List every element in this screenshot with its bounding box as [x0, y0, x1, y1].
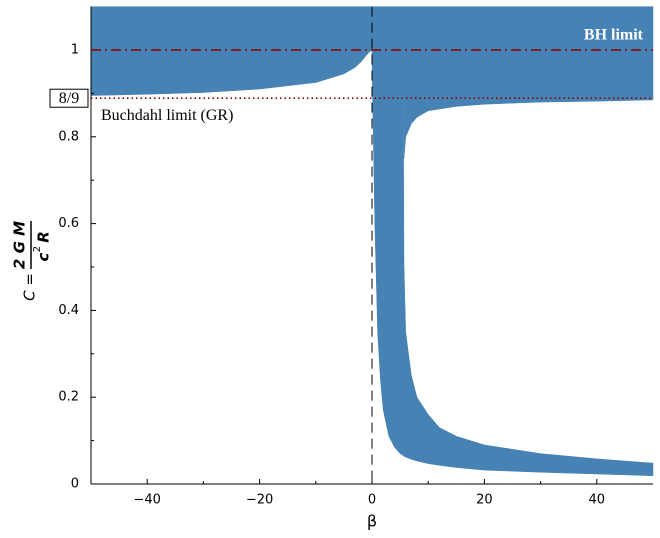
limit-tick-label: 8/9	[59, 90, 79, 107]
y-label-denominator: c	[35, 252, 53, 261]
y-axis-label: C = 2 G M c 2 R	[11, 221, 53, 301]
y-tick-label: 1	[71, 43, 79, 58]
band-fill	[90, 6, 373, 96]
x-tick-label: −40	[133, 493, 160, 508]
x-tick-label: 0	[368, 493, 376, 508]
x-tick-label: 20	[476, 493, 493, 508]
y-tick-label: 0.8	[58, 129, 79, 144]
y-label-lhs: C =	[21, 273, 39, 301]
y-label-power: 2	[32, 246, 43, 252]
limit-label: BH limit	[584, 27, 644, 44]
y-tick-label: 0.2	[58, 390, 79, 405]
band-fill	[371, 6, 654, 477]
limit-tick-box	[49, 88, 89, 108]
x-axis-label: β	[367, 512, 377, 531]
y-label-denominator-rest: R	[35, 231, 53, 243]
y-label-numerator: 2 G M	[11, 221, 29, 269]
y-tick-label: 0	[71, 477, 79, 492]
y-tick-label: 0.6	[58, 216, 79, 231]
limit-label: Buchdahl limit (GR)	[101, 107, 233, 124]
x-tick-label: −20	[246, 493, 273, 508]
x-tick-label: 40	[589, 493, 606, 508]
y-tick-label: 0.4	[58, 303, 79, 318]
band-fill	[402, 6, 654, 159]
